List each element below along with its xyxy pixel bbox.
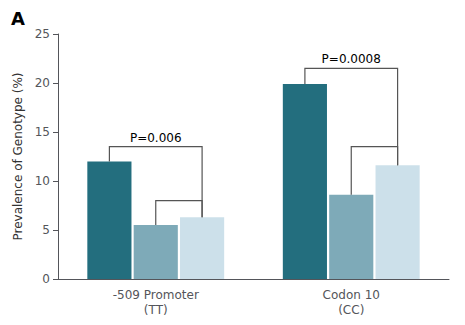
- svg-text:P=0.0008: P=0.0008: [322, 52, 381, 66]
- svg-text:-509 Promoter: -509 Promoter: [113, 288, 199, 302]
- svg-text:10: 10: [35, 174, 50, 188]
- svg-text:(CC): (CC): [338, 303, 364, 317]
- svg-text:Prevalence of Genotype (%): Prevalence of Genotype (%): [11, 72, 25, 240]
- svg-text:25: 25: [35, 27, 50, 41]
- svg-text:(TT): (TT): [144, 303, 168, 317]
- svg-text:15: 15: [35, 125, 50, 139]
- svg-text:A: A: [11, 8, 25, 29]
- svg-text:0: 0: [42, 272, 50, 286]
- svg-text:Codon 10: Codon 10: [323, 288, 380, 302]
- svg-text:5: 5: [42, 223, 50, 237]
- svg-text:P=0.006: P=0.006: [130, 131, 182, 145]
- svg-text:20: 20: [35, 76, 50, 90]
